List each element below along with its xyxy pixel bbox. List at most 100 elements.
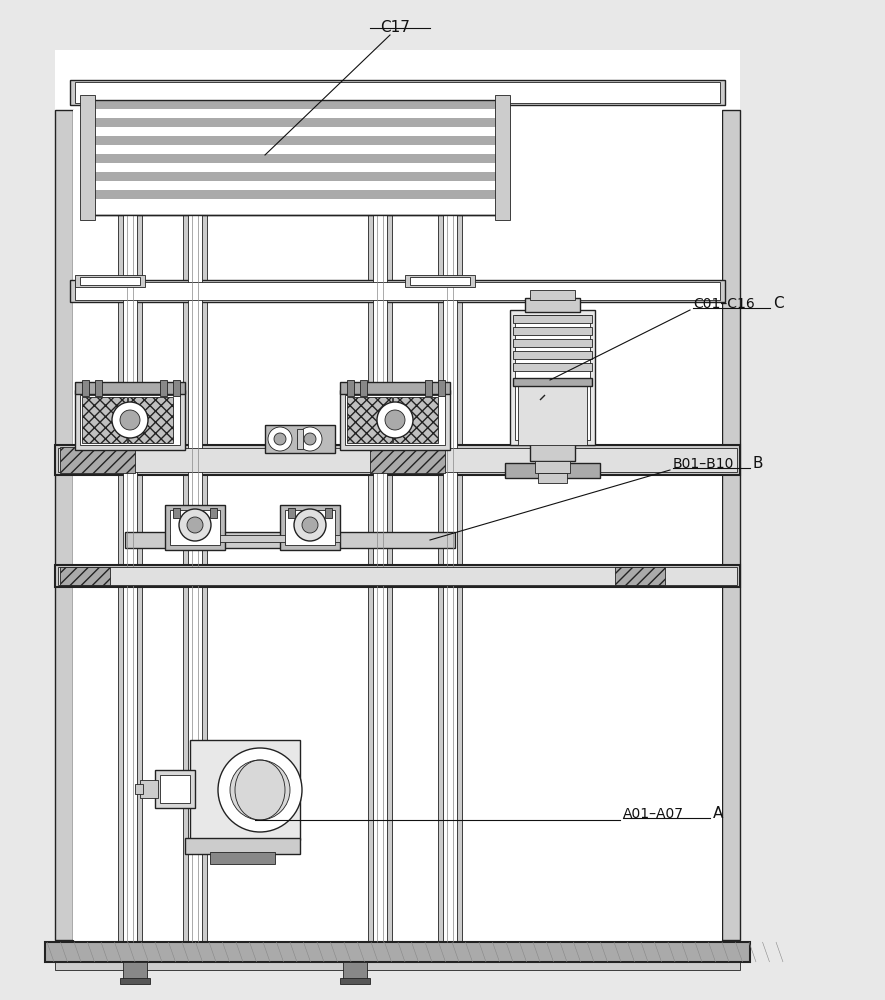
Bar <box>86 163 504 172</box>
Bar <box>160 380 167 396</box>
Bar <box>188 215 202 942</box>
Text: B01–B10: B01–B10 <box>673 457 735 471</box>
Bar <box>513 327 592 335</box>
Bar <box>82 397 127 443</box>
Bar <box>86 145 504 154</box>
Bar <box>75 82 720 103</box>
Bar <box>86 190 504 199</box>
Text: C17: C17 <box>380 20 410 35</box>
Bar <box>425 380 432 396</box>
Circle shape <box>179 509 211 541</box>
Bar <box>120 978 150 984</box>
Bar <box>530 443 575 461</box>
Bar <box>70 280 725 302</box>
Bar <box>45 942 750 962</box>
Bar <box>265 425 335 453</box>
Circle shape <box>268 427 292 451</box>
Circle shape <box>302 517 318 533</box>
Circle shape <box>218 748 302 832</box>
Bar <box>80 277 140 285</box>
Bar <box>75 382 185 394</box>
Bar <box>297 429 303 449</box>
Bar <box>285 510 335 545</box>
Bar <box>443 215 457 942</box>
Bar <box>95 380 102 396</box>
Bar <box>128 397 173 443</box>
Bar <box>210 852 275 864</box>
Bar <box>538 473 567 483</box>
Bar <box>513 351 592 359</box>
Bar <box>190 740 300 840</box>
Bar <box>55 962 740 970</box>
Bar <box>55 445 740 475</box>
Bar <box>185 838 300 854</box>
Bar <box>340 390 450 450</box>
Bar <box>82 380 89 396</box>
Bar <box>505 463 600 478</box>
Bar <box>86 109 504 118</box>
Bar <box>345 395 445 445</box>
Bar <box>718 110 722 940</box>
Bar <box>80 395 180 445</box>
Bar <box>340 382 450 394</box>
Bar <box>280 505 340 550</box>
Bar <box>55 50 740 970</box>
Bar <box>340 978 370 984</box>
Bar <box>513 363 592 371</box>
Bar <box>75 282 720 300</box>
Bar <box>515 315 590 440</box>
Bar <box>513 378 592 386</box>
Bar <box>85 100 505 215</box>
Bar <box>347 380 354 396</box>
Bar <box>347 397 392 443</box>
Bar <box>85 100 505 215</box>
Bar <box>513 315 592 323</box>
Bar <box>525 298 580 312</box>
Circle shape <box>385 410 405 430</box>
Bar <box>325 508 332 518</box>
Bar <box>173 508 180 518</box>
Bar <box>86 172 504 181</box>
Text: C: C <box>773 296 783 312</box>
Text: A01–A07: A01–A07 <box>623 807 684 821</box>
Bar <box>75 275 145 287</box>
Bar <box>123 962 147 980</box>
Bar <box>80 95 95 220</box>
Bar <box>86 100 504 109</box>
Circle shape <box>274 433 286 445</box>
Bar <box>373 215 387 942</box>
Bar <box>405 275 475 287</box>
Circle shape <box>304 433 316 445</box>
Text: A: A <box>713 806 723 822</box>
Bar <box>518 380 587 445</box>
Bar <box>70 80 725 105</box>
Bar <box>58 448 737 472</box>
Bar <box>513 339 592 347</box>
Bar <box>140 780 158 798</box>
Bar <box>210 508 217 518</box>
Circle shape <box>112 402 148 438</box>
Bar <box>60 447 135 473</box>
Bar <box>370 447 445 473</box>
Bar <box>438 380 445 396</box>
Bar <box>86 127 504 136</box>
Bar <box>170 535 340 542</box>
Bar <box>160 775 190 803</box>
Bar <box>155 770 195 808</box>
Bar <box>722 110 740 940</box>
Bar <box>123 215 137 942</box>
Circle shape <box>230 760 290 820</box>
Bar <box>86 199 504 208</box>
Text: B: B <box>753 456 764 472</box>
Bar <box>170 510 220 545</box>
Bar <box>410 277 470 285</box>
Bar <box>75 390 185 450</box>
Bar <box>86 136 504 145</box>
Bar <box>86 154 504 163</box>
Bar <box>438 215 462 942</box>
Text: C01–C16: C01–C16 <box>693 297 755 311</box>
Bar <box>535 461 570 473</box>
Bar <box>510 310 595 445</box>
Bar <box>165 505 225 550</box>
Bar <box>86 181 504 190</box>
